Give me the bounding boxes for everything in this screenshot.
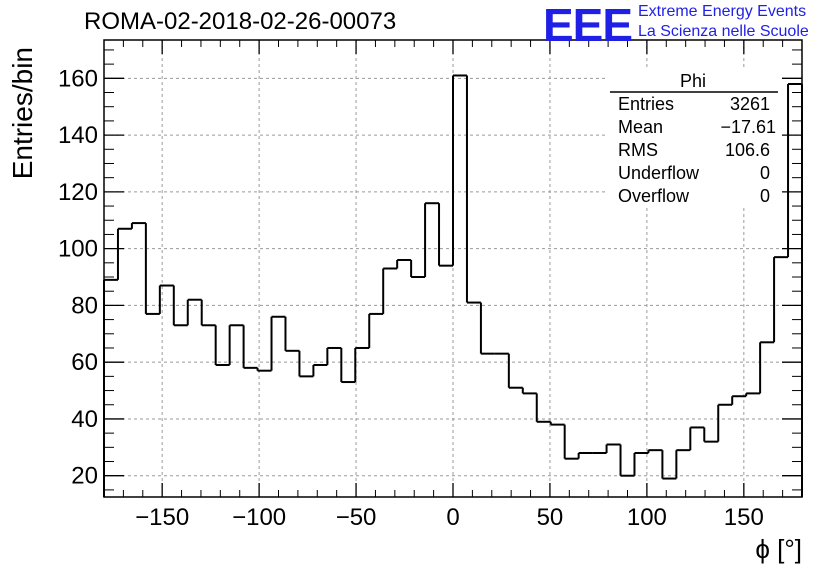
- y-tick-label: 100: [58, 236, 98, 263]
- stats-label-mean: Mean: [618, 117, 663, 137]
- logo-line-1: Extreme Energy Events: [638, 3, 807, 20]
- stats-box: Phi Entries 3261 Mean −17.61 RMS 106.6 U…: [607, 70, 781, 208]
- stats-value-overflow: 0: [760, 186, 770, 206]
- eee-logo: EEE: [543, 0, 633, 51]
- stats-label-rms: RMS: [618, 140, 658, 160]
- x-tick-label: 150: [724, 504, 764, 531]
- x-tick-label: −50: [336, 504, 377, 531]
- stats-value-underflow: 0: [760, 163, 770, 183]
- stats-label-entries: Entries: [618, 94, 674, 114]
- x-tick-label: −150: [135, 504, 189, 531]
- stats-value-rms: 106.6: [725, 140, 770, 160]
- y-tick-label: 40: [71, 406, 98, 433]
- tick-labels: −150 −100 −50 0 50 100 150 20 40 60 80 100 120 140 160: [58, 65, 764, 531]
- logo-line-2: La Scienza nelle Scuole: [638, 23, 809, 40]
- y-tick-label: 20: [71, 463, 98, 490]
- stats-box-background: [607, 70, 781, 208]
- y-tick-label: 60: [71, 349, 98, 376]
- y-tick-label: 120: [58, 179, 98, 206]
- stats-label-underflow: Underflow: [618, 163, 700, 183]
- stats-value-mean: −17.61: [720, 117, 776, 137]
- stats-value-entries: 3261: [730, 94, 770, 114]
- y-tick-label: 80: [71, 292, 98, 319]
- run-title: ROMA-02-2018-02-26-00073: [84, 8, 397, 35]
- x-tick-label: 50: [537, 504, 564, 531]
- x-tick-label: 0: [446, 504, 459, 531]
- y-tick-label: 140: [58, 122, 98, 149]
- y-axis-label: Entries/bin: [7, 47, 38, 179]
- x-axis-label: ϕ [°]: [755, 534, 802, 564]
- y-tick-label: 160: [58, 65, 98, 92]
- axis-ticks: [103, 40, 803, 497]
- x-tick-label: −100: [232, 504, 286, 531]
- x-tick-label: 100: [627, 504, 667, 531]
- stats-label-overflow: Overflow: [618, 186, 690, 206]
- stats-title: Phi: [680, 71, 706, 91]
